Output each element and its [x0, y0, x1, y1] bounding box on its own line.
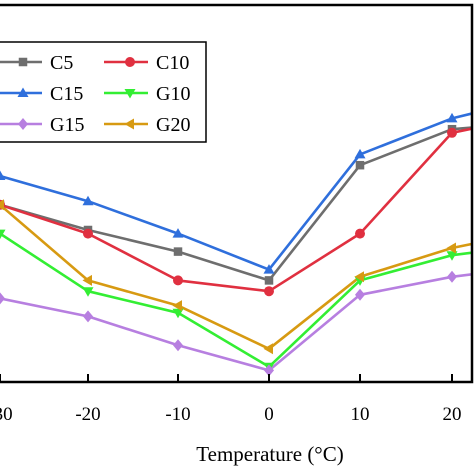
data-point-c5 — [355, 160, 365, 170]
x-axis-ticks: -30-20-100102030 — [0, 374, 462, 425]
data-point-g20 — [0, 199, 4, 211]
data-point-c10 — [173, 275, 183, 286]
data-point-g10 — [172, 308, 184, 319]
legend-label-c15: C15 — [50, 83, 83, 105]
legend-marker-g15 — [18, 118, 28, 130]
data-point-c15 — [354, 148, 366, 159]
data-point-g10 — [82, 287, 94, 297]
data-point-c15 — [172, 228, 184, 238]
legend-marker-c15 — [17, 87, 29, 97]
x-axis-title: Temperature (°C) — [196, 442, 343, 466]
legend-label-c5: C5 — [50, 52, 73, 74]
data-point-g15 — [355, 288, 365, 301]
data-point-g15 — [264, 364, 274, 377]
data-point-g10 — [446, 251, 458, 261]
data-point-g20 — [263, 343, 273, 355]
data-point-c15 — [0, 170, 6, 180]
x-tick-label: -20 — [75, 404, 100, 425]
legend-marker-c5 — [18, 57, 28, 67]
x-tick-label: -30 — [0, 404, 13, 425]
data-point-g15 — [173, 339, 183, 352]
data-point-g20 — [354, 271, 364, 283]
legend-label-c10: C10 — [156, 52, 189, 74]
legend-marker-c10 — [125, 57, 135, 67]
data-point-c15 — [263, 264, 275, 274]
legend-marker-g20 — [124, 118, 134, 130]
legend-label-g15: G15 — [50, 114, 84, 136]
data-point-c10 — [264, 286, 274, 297]
data-point-c10 — [447, 127, 457, 138]
plot-markers — [0, 112, 458, 377]
data-point-g15 — [0, 292, 5, 305]
data-point-g15 — [447, 270, 457, 283]
data-point-g20 — [82, 274, 92, 286]
data-point-g20 — [446, 242, 456, 254]
data-point-c15 — [446, 112, 458, 123]
data-point-c10 — [355, 228, 365, 239]
x-tick-label: 20 — [443, 404, 462, 425]
plot-frame — [0, 3, 474, 384]
legend-label-g10: G10 — [156, 83, 190, 105]
series-line-g10 — [0, 232, 472, 369]
x-tick-label: 10 — [351, 404, 370, 425]
data-point-g20 — [172, 300, 182, 312]
legend-label-g20: G20 — [156, 114, 190, 136]
data-point-c5 — [264, 276, 274, 285]
data-point-c10 — [83, 228, 93, 239]
data-point-c5 — [173, 247, 183, 256]
data-point-c15 — [82, 195, 94, 206]
x-tick-label: 0 — [264, 404, 274, 425]
data-point-g10 — [0, 229, 6, 240]
legend-marker-g10 — [124, 89, 136, 99]
legend: C5 C10 C15 G10 G15 G20 — [0, 41, 207, 143]
x-tick-label: -10 — [165, 404, 190, 425]
data-point-g15 — [83, 310, 93, 323]
